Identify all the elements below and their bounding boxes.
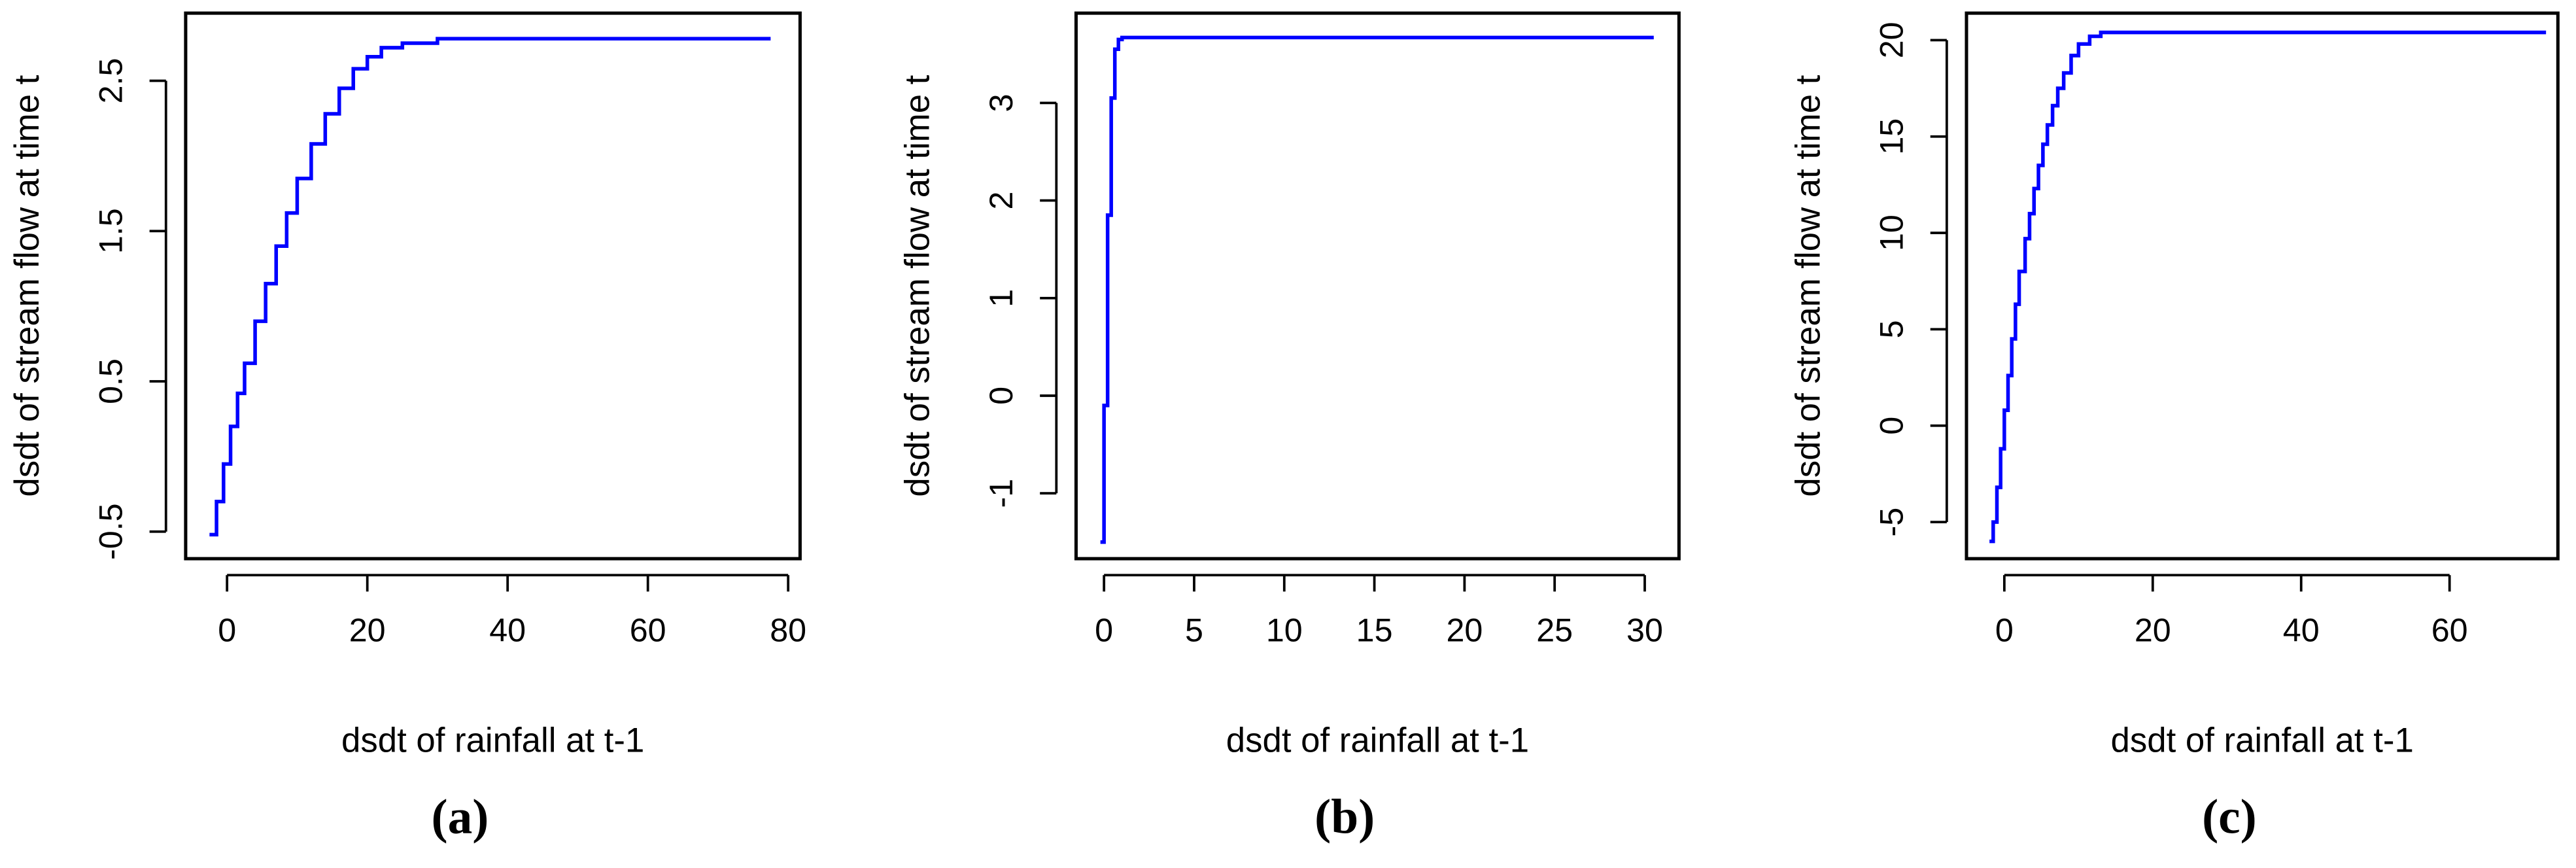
y-tick-label: -0.5 [93,503,129,560]
x-axis-title: dsdt of rainfall at t-1 [341,721,644,759]
x-tick-label: 20 [349,612,386,648]
x-tick-label: 25 [1536,612,1573,648]
y-tick-label: 0 [983,387,1020,405]
y-tick-label: 10 [1874,215,1910,251]
x-tick-label: 40 [489,612,526,648]
y-tick-label: 1.5 [93,208,129,254]
panel-caption: (a) [431,790,489,844]
y-axis-title: dsdt of stream flow at time t [1789,75,1827,496]
x-tick-label: 20 [2135,612,2171,648]
y-tick-label: 2.5 [93,58,129,104]
y-axis-title: dsdt of stream flow at time t [8,75,46,496]
x-tick-label: 30 [1626,612,1663,648]
y-tick-label: 2 [983,192,1020,210]
y-tick-label: 1 [983,289,1020,307]
x-tick-label: 15 [1356,612,1393,648]
plot-box [184,11,802,561]
x-axis-title: dsdt of rainfall at t-1 [1226,721,1529,759]
x-tick-label: 60 [2431,612,2468,648]
step-line [1100,35,1654,544]
y-tick-label: -5 [1874,508,1910,537]
x-tick-label: 60 [630,612,666,648]
y-tick-label: 20 [1874,22,1910,58]
y-tick-label: -1 [983,479,1020,508]
plot-box [1965,11,2560,561]
x-tick-label: 5 [1185,612,1203,648]
x-tick-label: 10 [1266,612,1303,648]
y-tick-label: 0 [1874,417,1910,435]
x-tick-label: 0 [218,612,236,648]
step-line [1989,30,2547,544]
y-tick-label: 15 [1874,118,1910,155]
y-tick-label: 0.5 [93,358,129,404]
panel-caption: (c) [2202,790,2257,844]
panel-caption: (b) [1314,790,1375,844]
plot-box [1074,11,1681,561]
x-tick-label: 40 [2283,612,2320,648]
y-axis-title: dsdt of stream flow at time t [899,75,937,496]
x-tick-label: 0 [1095,612,1113,648]
x-tick-label: 20 [1446,612,1483,648]
x-tick-label: 0 [1995,612,2014,648]
step-line [209,37,771,537]
x-tick-label: 80 [770,612,806,648]
x-axis-title: dsdt of rainfall at t-1 [2111,721,2414,759]
y-tick-label: 5 [1874,320,1910,338]
y-tick-label: 3 [983,94,1020,112]
